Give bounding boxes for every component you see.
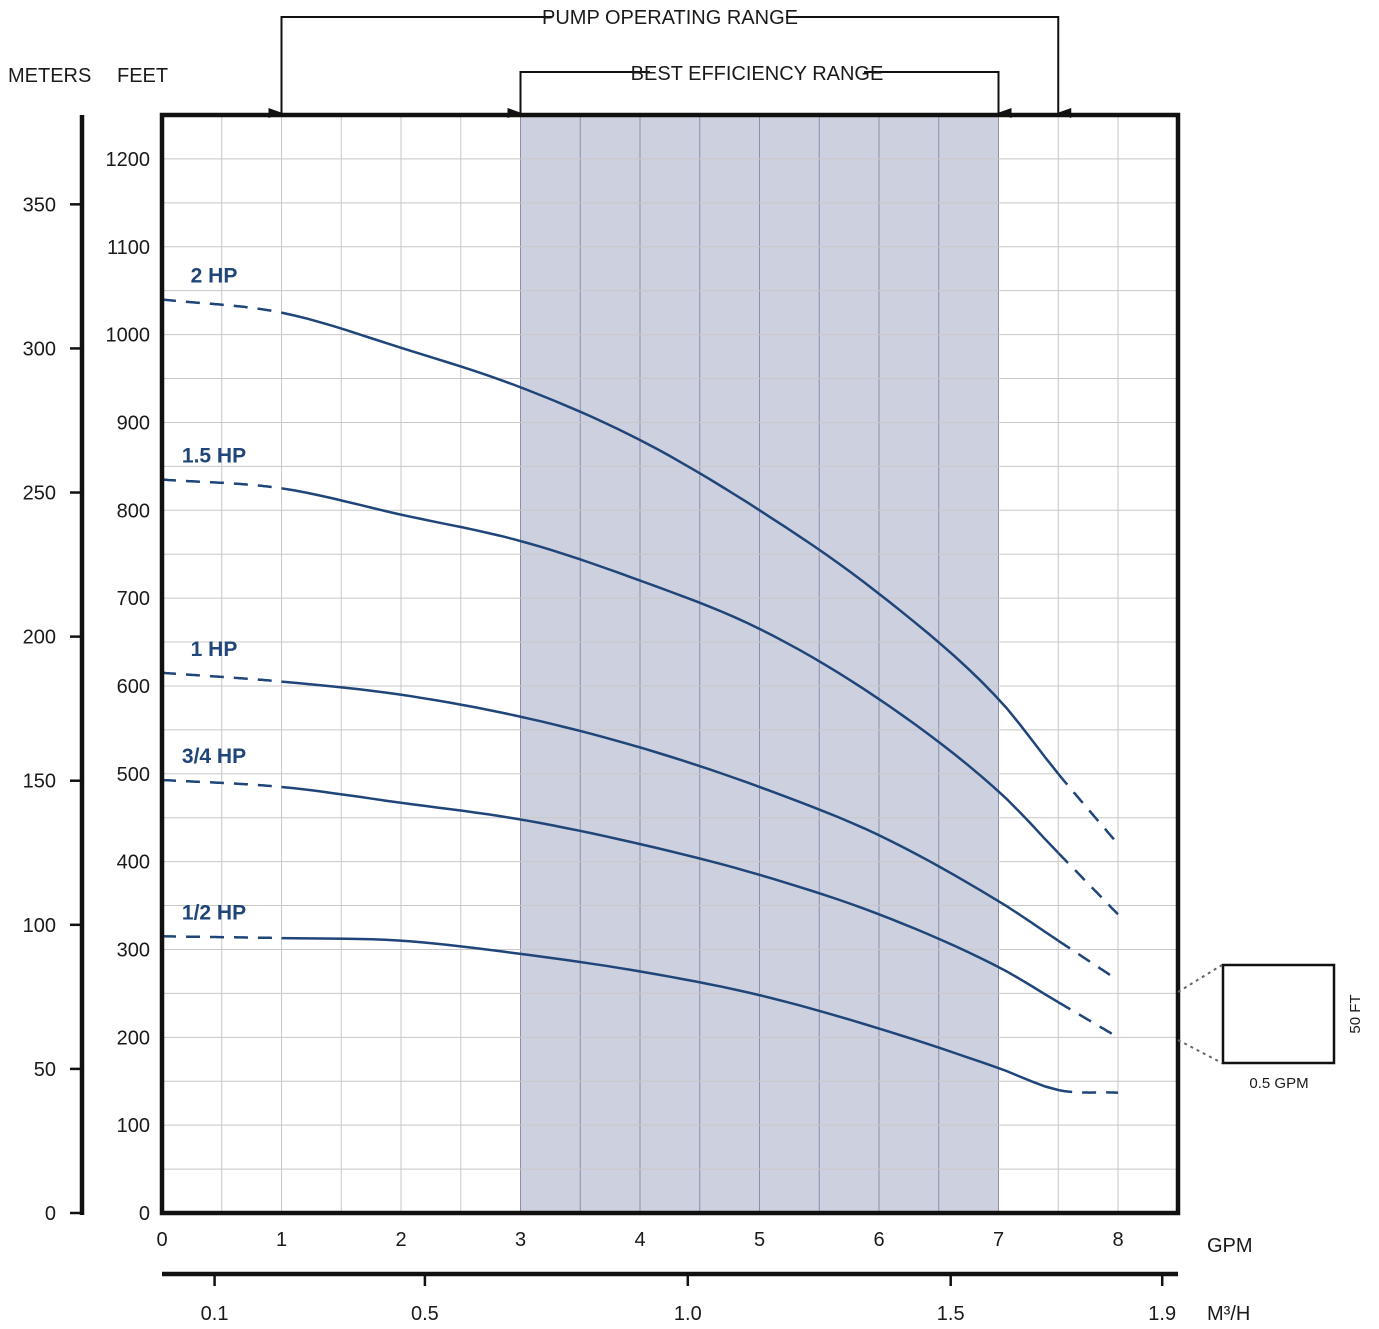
best-efficiency-range-label: BEST EFFICIENCY RANGE bbox=[631, 63, 884, 85]
feet-tick-label: 700 bbox=[117, 588, 150, 610]
curve-2-hp-dashed-start bbox=[161, 298, 282, 314]
gpm-tick-label: 8 bbox=[1112, 1229, 1123, 1251]
pump-operating-range-label: PUMP OPERATING RANGE bbox=[542, 7, 798, 29]
scale-key-pointer-bottom bbox=[1177, 1039, 1223, 1064]
curve-1-hp bbox=[281, 680, 1059, 942]
pump-curves bbox=[161, 298, 1119, 1094]
m3h-tick-label: 1.0 bbox=[674, 1303, 702, 1325]
curve-1-5-hp-dashed-start bbox=[161, 478, 282, 490]
meters-tick-label: 0 bbox=[45, 1203, 56, 1225]
scale-key-width-label: 0.5 GPM bbox=[1249, 1075, 1308, 1092]
meters-tick-label: 350 bbox=[23, 194, 56, 216]
feet-axis-label: FEET bbox=[117, 65, 168, 87]
gpm-tick-label: 2 bbox=[395, 1229, 406, 1251]
feet-tick-label: 1000 bbox=[106, 325, 151, 347]
curve-1-hp-dashed-end bbox=[1057, 939, 1119, 982]
range-brackets bbox=[268, 16, 1072, 118]
meters-ticks: 0 50 100 150 200 250 300 350 bbox=[23, 194, 82, 1225]
curve-3-4-hp-dashed-end bbox=[1057, 1001, 1119, 1039]
meters-tick-label: 200 bbox=[23, 627, 56, 649]
curve-1-5-hp bbox=[281, 487, 1060, 854]
m3h-tick-label: 1.5 bbox=[937, 1303, 965, 1325]
curve-2-hp-dashed-end bbox=[1057, 773, 1119, 845]
feet-tick-label: 500 bbox=[117, 764, 150, 786]
gpm-tick-label: 6 bbox=[873, 1229, 884, 1251]
feet-tick-label: 800 bbox=[117, 500, 150, 522]
hp-label-3-4-hp: 3/4 HP bbox=[182, 745, 246, 768]
hp-label-1-5-hp: 1.5 HP bbox=[182, 445, 246, 468]
feet-tick-label: 200 bbox=[117, 1027, 150, 1049]
scale-key-pointer-top bbox=[1177, 964, 1223, 993]
hp-label-1-hp: 1 HP bbox=[191, 638, 238, 661]
curve-1-2-hp bbox=[281, 936, 1059, 1092]
curve-1-2-hp-dashed-end bbox=[1058, 1088, 1119, 1094]
feet-tick-label: 100 bbox=[117, 1115, 150, 1137]
curve-2-hp bbox=[281, 311, 1060, 775]
feet-tick-label: 400 bbox=[117, 852, 150, 874]
m3h-tick-label: 0.1 bbox=[201, 1303, 229, 1325]
meters-tick-label: 150 bbox=[23, 771, 56, 793]
feet-tick-label: 300 bbox=[117, 939, 150, 961]
gpm-tick-label: 7 bbox=[993, 1229, 1004, 1251]
feet-ticks: 0 100 200 300 400 500 600 700 800 900 1000 1100 1200 bbox=[106, 149, 151, 1225]
feet-tick-label: 600 bbox=[117, 676, 150, 698]
curve-3-4-hp-dashed-start bbox=[161, 778, 282, 789]
m3h-axis-label: M³/H bbox=[1207, 1303, 1250, 1325]
m3h-tick-label: 1.9 bbox=[1148, 1303, 1176, 1325]
feet-tick-label: 900 bbox=[117, 412, 150, 434]
gpm-tick-label: 0 bbox=[156, 1229, 167, 1251]
feet-tick-label: 1100 bbox=[107, 237, 150, 259]
feet-tick-label: 0 bbox=[139, 1203, 150, 1225]
gpm-tick-label: 1 bbox=[276, 1229, 287, 1251]
meters-tick-label: 250 bbox=[23, 483, 56, 505]
curve-1-2-hp-dashed-start bbox=[162, 935, 282, 940]
gpm-tick-label: 5 bbox=[754, 1229, 765, 1251]
curve-1-hp-dashed-start bbox=[161, 671, 282, 683]
plot-frame bbox=[159, 112, 1181, 1216]
gpm-tick-label: 3 bbox=[515, 1229, 526, 1251]
hp-label-2-hp: 2 HP bbox=[191, 264, 238, 287]
curve-3-4-hp bbox=[281, 785, 1059, 1004]
feet-tick-label: 1200 bbox=[106, 149, 151, 171]
hp-curve-labels: 2 HP 1.5 HP 1 HP 3/4 HP 1/2 HP bbox=[182, 264, 246, 924]
operating-range-bracket-right bbox=[786, 16, 1072, 118]
meters-axis-label: METERS bbox=[8, 65, 91, 87]
meters-tick-label: 300 bbox=[23, 338, 56, 360]
operating-range-bracket-left bbox=[268, 16, 552, 118]
meters-tick-label: 50 bbox=[34, 1059, 56, 1081]
scale-key: 0.5 GPM 50 FT bbox=[1177, 963, 1364, 1092]
gpm-ticks: 0 1 2 3 4 5 6 7 8 bbox=[156, 1229, 1123, 1251]
gpm-axis-label: GPM bbox=[1207, 1235, 1253, 1257]
scale-key-box bbox=[1221, 963, 1336, 1065]
m3h-ticks: 0.1 0.5 1.0 1.5 1.9 bbox=[201, 1274, 1176, 1325]
scale-key-height-label: 50 FT bbox=[1347, 994, 1364, 1033]
meters-tick-label: 100 bbox=[23, 915, 56, 937]
efficiency-range-bracket-left bbox=[507, 71, 650, 118]
hp-label-1-2-hp: 1/2 HP bbox=[182, 901, 246, 924]
grid-lines bbox=[162, 115, 1178, 1213]
m3h-tick-label: 0.5 bbox=[411, 1303, 439, 1325]
gpm-tick-label: 4 bbox=[634, 1229, 645, 1251]
efficiency-range-bracket-right bbox=[864, 71, 1012, 118]
